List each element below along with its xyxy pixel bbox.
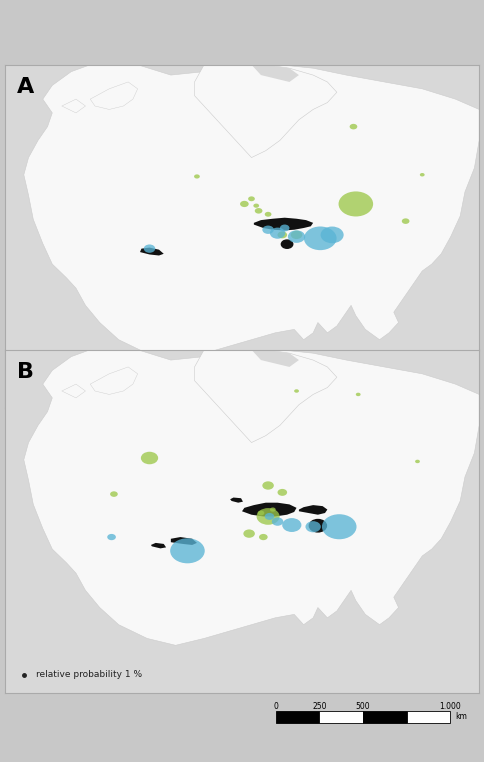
- Circle shape: [265, 212, 272, 216]
- Bar: [319, 710, 363, 723]
- Circle shape: [270, 228, 285, 239]
- Polygon shape: [62, 384, 86, 398]
- Circle shape: [291, 231, 302, 239]
- Circle shape: [240, 201, 249, 207]
- Text: B: B: [16, 362, 34, 382]
- Polygon shape: [195, 350, 337, 443]
- Circle shape: [255, 208, 262, 213]
- Circle shape: [282, 518, 302, 532]
- Circle shape: [415, 459, 420, 463]
- Circle shape: [349, 124, 357, 130]
- Polygon shape: [252, 65, 299, 82]
- Circle shape: [110, 491, 118, 497]
- Circle shape: [248, 197, 255, 201]
- Circle shape: [262, 482, 274, 490]
- Circle shape: [281, 240, 293, 248]
- Polygon shape: [171, 537, 197, 545]
- Circle shape: [262, 226, 274, 234]
- Circle shape: [280, 225, 289, 232]
- Circle shape: [272, 517, 283, 526]
- Circle shape: [107, 534, 116, 540]
- Circle shape: [322, 514, 357, 539]
- Circle shape: [420, 173, 424, 177]
- Text: 0: 0: [273, 702, 278, 710]
- Circle shape: [259, 534, 268, 540]
- Circle shape: [253, 203, 259, 208]
- Polygon shape: [140, 248, 164, 255]
- Circle shape: [141, 452, 158, 464]
- Text: 500: 500: [356, 702, 370, 710]
- Bar: [407, 710, 450, 723]
- Circle shape: [309, 520, 326, 532]
- Polygon shape: [24, 350, 479, 645]
- Circle shape: [356, 392, 361, 396]
- Circle shape: [144, 245, 155, 253]
- Polygon shape: [151, 543, 166, 549]
- Circle shape: [265, 513, 274, 520]
- Circle shape: [277, 232, 287, 239]
- Polygon shape: [254, 218, 313, 230]
- Polygon shape: [230, 498, 243, 503]
- Bar: [363, 710, 407, 723]
- Text: km: km: [455, 712, 467, 722]
- Circle shape: [270, 507, 276, 511]
- Bar: [276, 710, 319, 723]
- Text: relative probability 1 %: relative probability 1 %: [36, 670, 142, 679]
- Circle shape: [257, 511, 264, 515]
- Circle shape: [194, 174, 200, 178]
- Polygon shape: [90, 367, 137, 395]
- Circle shape: [305, 521, 321, 533]
- Text: relative probability 1 %: relative probability 1 %: [36, 385, 142, 394]
- Circle shape: [257, 508, 280, 525]
- Text: 250: 250: [312, 702, 327, 710]
- Circle shape: [288, 230, 305, 243]
- Circle shape: [243, 530, 255, 538]
- Circle shape: [402, 219, 409, 224]
- Polygon shape: [195, 65, 337, 158]
- Polygon shape: [24, 65, 479, 360]
- Polygon shape: [252, 350, 299, 367]
- Polygon shape: [299, 505, 327, 514]
- Polygon shape: [62, 99, 86, 113]
- Circle shape: [304, 226, 336, 250]
- Polygon shape: [242, 503, 297, 517]
- Circle shape: [277, 489, 287, 496]
- Text: 1.000: 1.000: [439, 702, 461, 710]
- Circle shape: [338, 191, 373, 216]
- Polygon shape: [90, 82, 137, 110]
- Text: A: A: [16, 77, 34, 97]
- Circle shape: [320, 226, 344, 243]
- Circle shape: [170, 538, 205, 563]
- Circle shape: [294, 389, 299, 392]
